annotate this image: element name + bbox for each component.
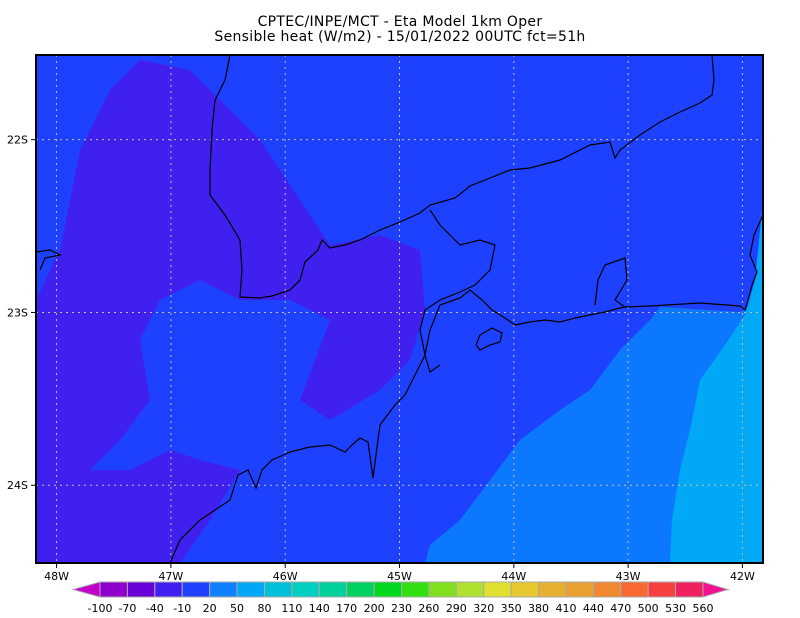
colorbar-box bbox=[620, 581, 649, 598]
colorbar-label: 50 bbox=[230, 602, 244, 615]
colorbar-label: 170 bbox=[336, 602, 357, 615]
colorbar-label: 230 bbox=[391, 602, 412, 615]
colorbar-label: 260 bbox=[418, 602, 439, 615]
coastline bbox=[169, 214, 763, 563]
colorbar-box bbox=[154, 581, 183, 598]
lon-tick-label: 45W bbox=[387, 570, 412, 583]
colorbar-label: 200 bbox=[364, 602, 385, 615]
state-border bbox=[36, 249, 62, 271]
lon-tick-label: 46W bbox=[273, 570, 298, 583]
colorbar-box bbox=[181, 581, 211, 598]
colorbar-box bbox=[126, 581, 156, 598]
title-line-1: CPTEC/INPE/MCT - Eta Model 1km Oper bbox=[257, 14, 543, 30]
map-axes: 48W 47W 46W 45W 44W 43W 42W 22S 23S 24S bbox=[7, 134, 755, 583]
grid-lines bbox=[36, 55, 763, 563]
map-field bbox=[36, 55, 763, 563]
lat-tick-label: 22S bbox=[7, 134, 28, 147]
state-border bbox=[594, 257, 628, 308]
state-border bbox=[419, 209, 496, 373]
colorbar-box bbox=[510, 581, 540, 598]
colorbar-box bbox=[209, 581, 238, 598]
colorbar-label: 500 bbox=[638, 602, 659, 615]
lat-tick-label: 24S bbox=[7, 479, 28, 492]
colorbar-label: 350 bbox=[501, 602, 522, 615]
colorbar-label: -40 bbox=[146, 602, 164, 615]
colorbar-box bbox=[401, 581, 430, 598]
colorbar-label: 110 bbox=[281, 602, 302, 615]
colorbar-label: 470 bbox=[610, 602, 631, 615]
colorbar-box bbox=[538, 581, 567, 598]
colorbar-label: 80 bbox=[257, 602, 271, 615]
colorbar-label: -70 bbox=[118, 602, 136, 615]
state-border bbox=[209, 55, 715, 299]
colorbar-box bbox=[263, 581, 293, 598]
colorbar-label: 290 bbox=[446, 602, 467, 615]
title-line-2: Sensible heat (W/m2) - 15/01/2022 00UTC … bbox=[214, 29, 586, 45]
colorbar-label: 380 bbox=[528, 602, 549, 615]
field-low-values bbox=[36, 450, 240, 563]
colorbar-label: 140 bbox=[309, 602, 330, 615]
colorbar-box bbox=[318, 581, 348, 598]
lon-tick-label: 42W bbox=[730, 570, 755, 583]
field-ocean-far bbox=[670, 200, 763, 563]
colorbar-box bbox=[675, 581, 704, 598]
field-low-values bbox=[36, 60, 425, 530]
colorbar-label: -100 bbox=[88, 602, 113, 615]
island-outline bbox=[475, 327, 503, 351]
colorbar-box bbox=[592, 581, 622, 598]
colorbar-box bbox=[346, 581, 375, 598]
lon-tick-label: 43W bbox=[616, 570, 641, 583]
colorbar-label: 440 bbox=[583, 602, 604, 615]
colorbar-box bbox=[455, 581, 485, 598]
colorbar-box bbox=[647, 581, 677, 598]
colorbar-label: 560 bbox=[693, 602, 714, 615]
colorbar-box bbox=[565, 581, 594, 598]
colorbar-label: 320 bbox=[473, 602, 494, 615]
colorbar-label: 410 bbox=[555, 602, 576, 615]
colorbar-box bbox=[291, 581, 320, 598]
lon-tick-label: 48W bbox=[44, 570, 69, 583]
colorbar-box bbox=[99, 581, 128, 598]
colorbar-label: 20 bbox=[203, 602, 217, 615]
colorbar-box bbox=[483, 581, 512, 598]
colorbar-box bbox=[373, 581, 403, 598]
colorbar-box bbox=[428, 581, 457, 598]
colorbar-label: -10 bbox=[173, 602, 191, 615]
lat-tick-label: 23S bbox=[7, 306, 28, 319]
colorbar: -100 -70 -40 -10 20 50 80 110 140 170 200 230 260 290… bbox=[71, 581, 730, 615]
colorbar-under-triangle bbox=[71, 581, 101, 598]
lon-tick-label: 44W bbox=[501, 570, 526, 583]
colorbar-label: 530 bbox=[665, 602, 686, 615]
colorbar-box bbox=[236, 581, 265, 598]
colorbar-over-triangle bbox=[702, 581, 730, 598]
lon-tick-label: 47W bbox=[158, 570, 183, 583]
